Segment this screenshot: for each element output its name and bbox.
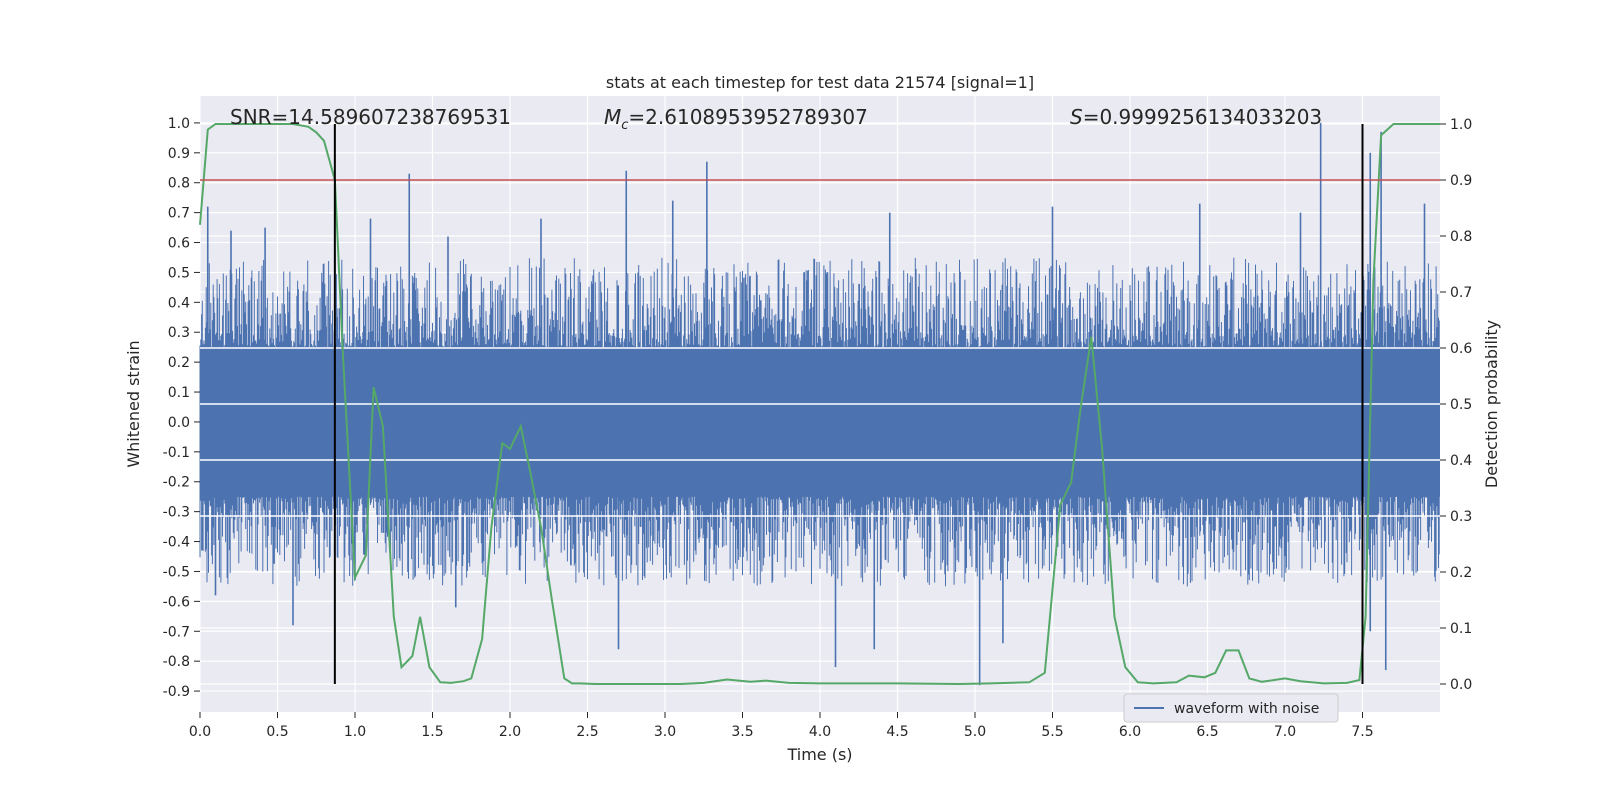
x-tick-label-1: 0.5 — [266, 724, 288, 740]
x-tick-label-14: 7.0 — [1274, 724, 1296, 740]
y-tick-label-right-4: 0.6 — [1450, 341, 1472, 357]
y-tick-label-left-8: 0.2 — [168, 355, 190, 371]
y-tick-label-left-2: 0.8 — [168, 176, 190, 192]
y-tick-label-left-3: 0.7 — [168, 206, 190, 222]
overlay-lines — [200, 124, 1440, 684]
score-value: =0.9999256134033203 — [1083, 105, 1322, 129]
y-tick-label-right-7: 0.3 — [1450, 509, 1472, 525]
y-tick-label-right-10: 0.0 — [1450, 677, 1472, 693]
y-tick-label-right-1: 0.9 — [1450, 173, 1472, 189]
y-axis-label-right: Detection probability — [1482, 320, 1501, 488]
x-tick-label-9: 4.5 — [886, 724, 908, 740]
y-tick-label-left-13: -0.3 — [163, 505, 190, 521]
x-tick-label-13: 6.5 — [1196, 724, 1218, 740]
y-tick-label-left-6: 0.4 — [168, 295, 190, 311]
x-tick-label-3: 1.5 — [421, 724, 443, 740]
y-tick-label-left-0: 1.0 — [168, 116, 190, 132]
y-tick-label-left-10: 0.0 — [168, 415, 190, 431]
x-tick-label-12: 6.0 — [1119, 724, 1141, 740]
x-tick-label-2: 1.0 — [344, 724, 366, 740]
snr-annotation: SNR=14.589607238769531 — [230, 105, 511, 129]
y-tick-label-left-19: -0.9 — [163, 684, 190, 700]
chirp-mass-value: =2.6108953952789307 — [628, 105, 867, 129]
chart-title: stats at each timestep for test data 215… — [606, 73, 1034, 92]
x-tick-label-5: 2.5 — [576, 724, 598, 740]
y-tick-label-right-9: 0.1 — [1450, 621, 1472, 637]
x-tick-label-11: 5.5 — [1041, 724, 1063, 740]
y-tick-label-left-5: 0.5 — [168, 265, 190, 281]
x-tick-label-4: 2.0 — [499, 724, 521, 740]
legend: waveform with noise — [1123, 693, 1339, 723]
x-tick-label-10: 5.0 — [964, 724, 986, 740]
detection-probability-line — [199, 123, 1440, 686]
y-tick-label-left-18: -0.8 — [163, 654, 190, 670]
x-tick-label-15: 7.5 — [1351, 724, 1373, 740]
waveform-core-band — [200, 347, 1440, 497]
y-tick-label-right-0: 1.0 — [1450, 117, 1472, 133]
probability-series — [199, 123, 1440, 686]
x-tick-label-8: 4.0 — [809, 724, 831, 740]
y-tick-label-left-11: -0.1 — [163, 445, 190, 461]
y-tick-label-left-14: -0.4 — [163, 535, 190, 551]
y-tick-label-right-6: 0.4 — [1450, 453, 1472, 469]
legend-entry-waveform: waveform with noise — [1174, 701, 1319, 717]
y-tick-label-left-7: 0.3 — [168, 325, 190, 341]
x-axis-label: Time (s) — [786, 745, 852, 764]
score-symbol: S — [1070, 105, 1083, 129]
y-axis-label-left: Whitened strain — [124, 340, 143, 467]
chirp-mass-annotation: Mc=2.6108953952789307 — [604, 105, 868, 133]
y-tick-label-left-15: -0.5 — [163, 564, 190, 580]
axis-ticks: 1.0 0.9 0.8 0.7 0.6 0.5 0.4 0.3 0.2 0.1 0.0 -0.1 -0.… — [163, 116, 1473, 740]
waveform-series — [199, 122, 1440, 686]
chirp-mass-subscript: c — [621, 118, 628, 133]
y-tick-label-right-5: 0.5 — [1450, 397, 1472, 413]
y-tick-label-right-3: 0.7 — [1450, 285, 1472, 301]
y-tick-label-right-2: 0.8 — [1450, 229, 1472, 245]
y-tick-label-left-1: 0.9 — [168, 146, 190, 162]
y-tick-label-left-12: -0.2 — [163, 475, 190, 491]
legend-box — [1123, 693, 1339, 723]
chirp-mass-symbol: M — [604, 105, 621, 129]
x-tick-label-6: 3.0 — [654, 724, 676, 740]
y-tick-label-left-16: -0.6 — [163, 594, 190, 610]
score-annotation: S=0.9999256134033203 — [1070, 105, 1322, 129]
x-tick-label-7: 3.5 — [731, 724, 753, 740]
y-tick-label-right-8: 0.2 — [1450, 565, 1472, 581]
x-tick-label-0: 0.0 — [189, 724, 211, 740]
y-tick-label-left-9: 0.1 — [168, 385, 190, 401]
y-tick-label-left-17: -0.7 — [163, 624, 190, 640]
y-tick-label-left-4: 0.6 — [168, 236, 190, 252]
